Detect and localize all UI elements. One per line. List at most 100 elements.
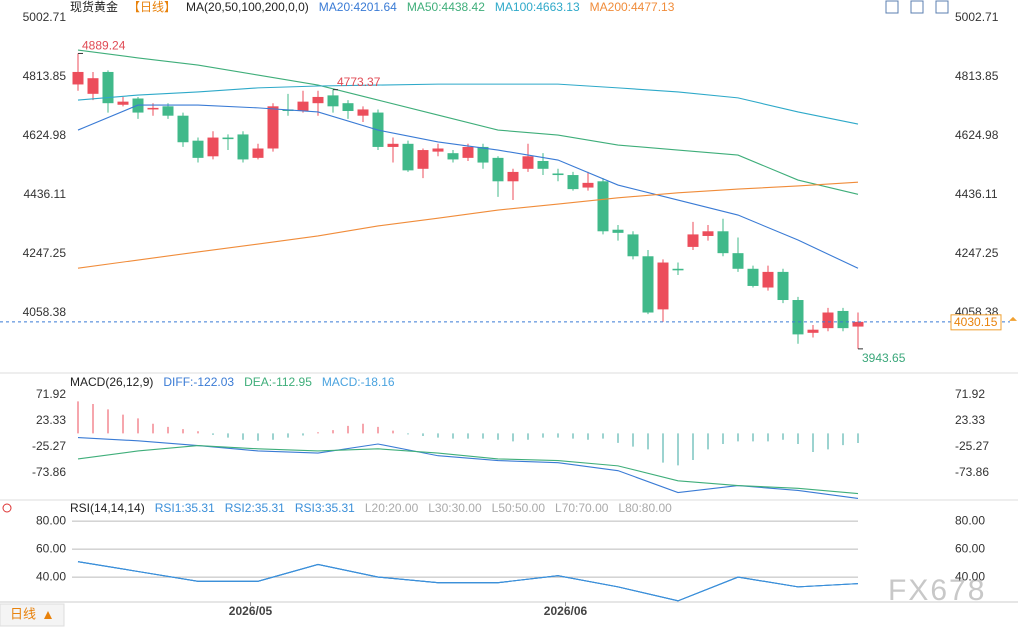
candle-body: [567, 175, 579, 190]
y-tick-label: 80.00: [36, 513, 66, 527]
extreme-label: 3943.65: [862, 351, 906, 365]
y-tick-label-right: 60.00: [955, 541, 985, 555]
candle-body: [117, 101, 129, 105]
candle-body: [717, 231, 729, 254]
toolbar-icons[interactable]: [885, 0, 949, 14]
indicator-line: [77, 445, 859, 495]
legend-label: MACD:-18.16: [322, 375, 395, 389]
legend-label: L30:30.00: [428, 501, 482, 515]
candle-body: [312, 96, 324, 104]
candle-body: [762, 271, 774, 288]
last-price-box: [950, 314, 1002, 331]
candle-body: [192, 140, 204, 158]
candle-body: [87, 78, 99, 94]
y-tick-label-right: -25.27: [955, 439, 989, 453]
legend-label: L50:50.00: [492, 501, 546, 515]
legend-label: MA20:4201.64: [319, 0, 397, 14]
x-tick-label: 2026/06: [544, 604, 588, 618]
legend-label: RSI(14,14,14): [70, 501, 145, 515]
legend-label: DIFF:-122.03: [163, 375, 234, 389]
legend-label: 现货黄金: [70, 0, 118, 14]
candle-body: [252, 148, 264, 158]
tab-arrow: [44, 611, 52, 619]
candle-body: [687, 234, 699, 247]
candle-body: [777, 271, 789, 301]
extreme-label: 4889.24: [82, 39, 126, 53]
legend-label: 【日线】: [128, 0, 176, 14]
y-tick-label: 23.33: [36, 413, 66, 427]
candle-body: [387, 143, 399, 147]
candle-body: [642, 256, 654, 313]
candle-body: [462, 146, 474, 158]
y-tick-label-right: 71.92: [955, 387, 985, 401]
period-tab-label[interactable]: 日线: [10, 606, 36, 621]
y-tick-label-right: 4813.85: [955, 69, 999, 83]
y-tick-label: 4436.11: [24, 187, 67, 201]
y-tick-label: 4058.38: [23, 305, 67, 319]
icon[interactable]: [885, 0, 899, 14]
x-tick-label: 2026/05: [229, 604, 273, 618]
legend-label: MACD(26,12,9): [70, 375, 153, 389]
extreme-label: 4773.37: [337, 75, 381, 89]
candle-body: [177, 115, 189, 143]
indicator-line: [77, 49, 859, 195]
legend-label: RSI2:35.31: [225, 501, 285, 515]
y-tick-label: 4247.25: [23, 246, 67, 260]
icon[interactable]: [935, 0, 949, 14]
candle-body: [792, 300, 804, 335]
candle-body: [102, 71, 114, 104]
indicator-line: [77, 181, 859, 269]
candle-body: [447, 153, 459, 160]
y-tick-label-right: 5002.71: [955, 10, 999, 24]
settings-icon[interactable]: [2, 503, 12, 513]
legend-label: L80:80.00: [618, 501, 672, 515]
y-tick-label-right: 80.00: [955, 513, 985, 527]
indicator-line: [77, 83, 859, 125]
candle-body: [522, 156, 534, 169]
candle-body: [357, 109, 369, 116]
legend-label: MA200:4477.13: [590, 0, 675, 14]
candle-body: [537, 160, 549, 169]
candle-body: [342, 103, 354, 112]
y-tick-label-right: 23.33: [955, 413, 985, 427]
candle-body: [432, 148, 444, 152]
legend-label: MA50:4438.42: [407, 0, 485, 14]
icon[interactable]: [910, 0, 924, 14]
candle-body: [72, 71, 84, 85]
legend-label: RSI1:35.31: [155, 501, 215, 515]
y-tick-label: 4813.85: [23, 69, 67, 83]
y-tick-label: 4624.98: [23, 128, 67, 142]
y-tick-label-right: -73.86: [955, 465, 989, 479]
candle-body: [222, 137, 234, 140]
y-tick-label-right: 4436.11: [955, 187, 998, 201]
candle-body: [417, 150, 429, 169]
candle-body: [597, 181, 609, 232]
candle-body: [327, 95, 339, 107]
candle-body: [732, 253, 744, 269]
candle-body: [162, 106, 174, 116]
candle-body: [477, 146, 489, 163]
candle-body: [612, 229, 624, 233]
legend-label: MA100:4663.13: [495, 0, 580, 14]
y-tick-label: 40.00: [36, 569, 66, 583]
candle-body: [147, 107, 159, 110]
last-price-label: 4030.15: [954, 315, 998, 329]
candle-body: [837, 310, 849, 329]
candle-body: [822, 312, 834, 329]
candle-body: [807, 329, 819, 333]
candle-body: [627, 234, 639, 257]
y-tick-label-right: 4624.98: [955, 128, 999, 142]
candle-body: [657, 262, 669, 310]
indicator-line: [77, 561, 859, 602]
y-tick-label-right: 4247.25: [955, 246, 999, 260]
candle-body: [582, 182, 594, 188]
legend-label: MA(20,50,100,200,0,0): [186, 0, 309, 14]
y-tick-label: 60.00: [36, 541, 66, 555]
y-tick-label: 5002.71: [23, 10, 67, 24]
legend-label: L20:20.00: [365, 501, 419, 515]
period-tab[interactable]: [0, 603, 65, 627]
candle-body: [402, 143, 414, 171]
last-price-arrow: [1009, 316, 1017, 321]
candle-body: [237, 134, 249, 160]
